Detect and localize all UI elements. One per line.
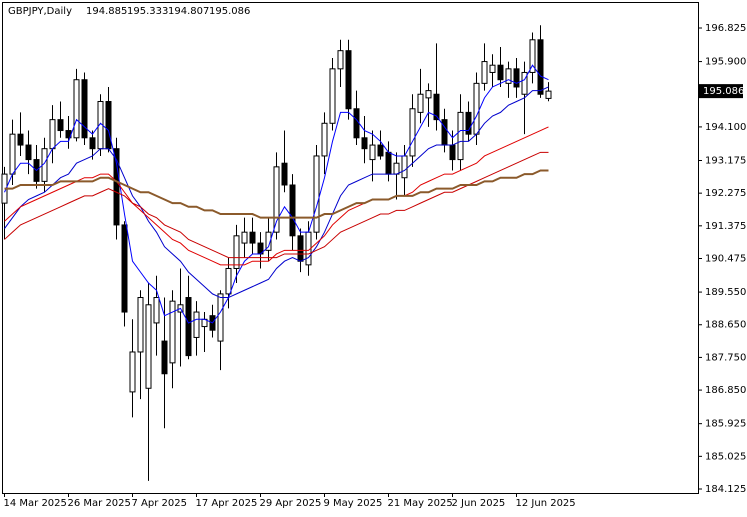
y-tick-label: 196.825 xyxy=(705,23,746,34)
ohlc-close: 195.086 xyxy=(209,6,250,17)
candle-body xyxy=(529,39,536,73)
candle-body xyxy=(489,64,496,73)
candle-body xyxy=(441,119,448,146)
candle-body xyxy=(113,148,120,226)
x-tick-label: 14 Mar 2025 xyxy=(4,498,67,509)
y-tick-label: 185.925 xyxy=(705,419,746,430)
candle-body xyxy=(545,90,552,99)
candle-body xyxy=(497,64,504,81)
price-label: 195.086 xyxy=(703,86,744,97)
candle-body xyxy=(129,351,136,393)
moving-average-line xyxy=(4,126,549,266)
candle-body xyxy=(321,122,328,157)
x-tick-label: 21 May 2025 xyxy=(388,498,453,509)
moving-average-line xyxy=(4,169,549,219)
candle-body xyxy=(265,231,272,251)
y-tick-label: 184.125 xyxy=(705,484,746,495)
y-tick-label: 190.475 xyxy=(705,253,746,264)
candle-body xyxy=(465,111,472,135)
candle-body xyxy=(281,162,288,186)
x-tick-label: 9 May 2025 xyxy=(324,498,383,509)
x-tick-label: 17 Apr 2025 xyxy=(196,498,258,509)
candle-body xyxy=(449,144,456,161)
candle-body xyxy=(241,231,248,244)
candle-body xyxy=(353,108,360,139)
chart-title: GBPJPY,Daily xyxy=(8,6,72,17)
candle-body xyxy=(521,71,528,95)
ohlc-low: 194.807 xyxy=(168,6,209,17)
ohlc-high: 195.333 xyxy=(127,6,168,17)
y-tick-label: 192.275 xyxy=(705,188,746,199)
candle-body xyxy=(433,93,440,121)
candle-body xyxy=(121,224,128,313)
candle-body xyxy=(481,61,488,84)
candle-body xyxy=(233,235,240,269)
candle-body xyxy=(425,90,432,99)
candle-body xyxy=(513,68,520,88)
candle-body xyxy=(89,137,96,150)
y-tick-label: 185.025 xyxy=(705,451,746,462)
price-label-box xyxy=(699,84,743,99)
candle-body xyxy=(505,68,512,84)
plot-frame xyxy=(2,2,699,494)
candle-body xyxy=(81,79,88,139)
candle-body xyxy=(537,39,544,95)
y-tick-label: 186.850 xyxy=(705,385,746,396)
candle-body xyxy=(393,162,400,175)
candle-body xyxy=(473,82,480,135)
candle-body xyxy=(185,297,192,357)
y-tick-label: 195.900 xyxy=(705,57,746,68)
candle-body xyxy=(249,231,256,244)
candle-body xyxy=(17,133,24,146)
candle-body xyxy=(401,155,408,179)
candle-body xyxy=(345,50,352,110)
candle-body xyxy=(385,151,392,175)
moving-average-line xyxy=(4,86,549,299)
candle-body xyxy=(313,155,320,233)
ohlc-open: 194.885 xyxy=(86,6,127,17)
x-tick-label: 2 Jun 2025 xyxy=(452,498,506,509)
candle-body xyxy=(289,184,296,237)
candle-body xyxy=(169,300,176,364)
candle-body xyxy=(273,166,280,233)
y-tick-label: 191.375 xyxy=(705,221,746,232)
candle-body xyxy=(369,144,376,161)
x-tick-label: 7 Apr 2025 xyxy=(132,498,187,509)
x-tick-label: 26 Mar 2025 xyxy=(68,498,131,509)
candle-body xyxy=(337,50,344,70)
candle-body xyxy=(49,119,56,150)
candle-body xyxy=(105,100,112,150)
moving-average-line xyxy=(4,64,549,324)
y-tick-label: 193.175 xyxy=(705,155,746,166)
x-tick-label: 12 Jun 2025 xyxy=(516,498,576,509)
moving-average-line xyxy=(4,151,549,259)
candle-body xyxy=(457,111,464,161)
y-tick-label: 188.650 xyxy=(705,320,746,331)
candle-body xyxy=(329,68,336,124)
candle-body xyxy=(73,79,80,139)
candle-body xyxy=(153,297,160,324)
y-tick-label: 189.550 xyxy=(705,287,746,298)
y-tick-label: 187.750 xyxy=(705,352,746,363)
candle-body xyxy=(409,108,416,157)
candle-body xyxy=(161,340,168,375)
y-tick-label: 194.100 xyxy=(705,122,746,133)
candle-body xyxy=(25,144,32,161)
candle-body xyxy=(57,119,64,132)
candle-body xyxy=(9,133,16,175)
candle-body xyxy=(217,293,224,342)
candle-body xyxy=(225,267,232,295)
candle-body xyxy=(417,93,424,113)
x-tick-label: 29 Apr 2025 xyxy=(260,498,322,509)
candle-body xyxy=(193,311,200,338)
candle-body xyxy=(377,144,384,157)
candle-body xyxy=(145,304,152,389)
candle-body xyxy=(137,297,144,353)
candle-body xyxy=(361,137,368,150)
candle-body xyxy=(297,235,304,262)
